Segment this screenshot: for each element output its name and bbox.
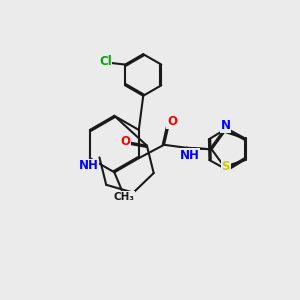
Text: NH: NH — [179, 149, 199, 162]
Text: N: N — [221, 119, 231, 132]
Text: NH: NH — [79, 159, 98, 172]
Text: Cl: Cl — [99, 55, 112, 68]
Text: CH₃: CH₃ — [114, 192, 135, 202]
Text: O: O — [167, 116, 177, 128]
Text: S: S — [222, 160, 230, 173]
Text: O: O — [120, 135, 130, 148]
